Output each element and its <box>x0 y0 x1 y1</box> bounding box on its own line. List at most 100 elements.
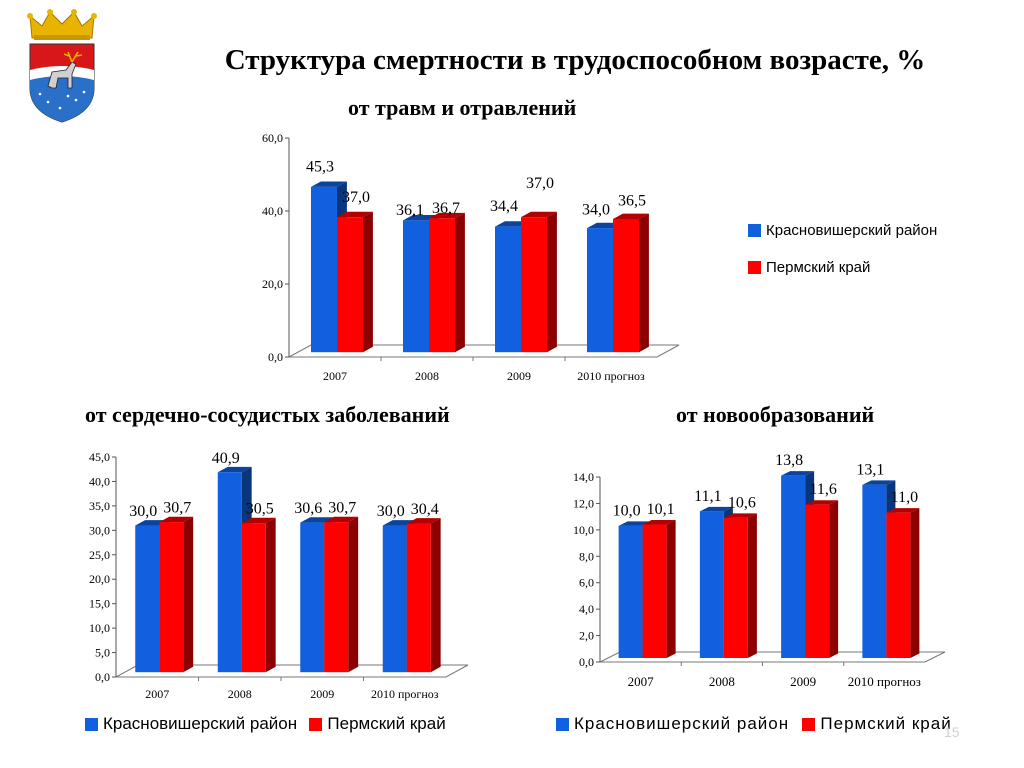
chart-2-y-tick-label: 15,0 <box>89 597 110 611</box>
chart-1-legend: Красновишерский район Пермский край <box>748 222 937 296</box>
chart-2-legend: Красновишерский район Пермский край <box>85 714 454 736</box>
chart-3-y-tick-label: 6,0 <box>579 576 594 590</box>
chart-2-data-label: 30,0 <box>129 503 157 520</box>
chart-3-title: от новообразований <box>676 402 875 427</box>
chart-2-data-label: 30,5 <box>246 501 274 518</box>
chart-3-x-tick-label: 2008 <box>709 674 735 689</box>
chart-1-title: от травм и отравлений <box>348 95 577 120</box>
chart-3-bar-red-1 <box>723 513 757 658</box>
chart-1-data-label: 34,4 <box>490 198 518 215</box>
chart-2-bar-red-1 <box>241 517 276 673</box>
chart-2-data-label: 30,7 <box>163 500 191 517</box>
chart-3-bar-red-3 <box>886 508 920 658</box>
chart-3-y-tick-label: 10,0 <box>573 523 594 537</box>
chart-2-data-label: 30,4 <box>411 501 439 518</box>
chart-3-data-label: 11,0 <box>891 489 918 506</box>
legend-item-red: Пермский край <box>309 714 446 734</box>
chart-2-y-tick-label: 5,0 <box>95 646 110 660</box>
chart-2-x-tick-label: 2008 <box>228 687 252 701</box>
chart-1-data-label: 34,0 <box>582 202 610 219</box>
chart-3-y-tick-label: 4,0 <box>579 602 594 616</box>
chart-1-data-label: 36,1 <box>396 202 424 219</box>
chart-3-data-label: 11,6 <box>809 481 836 498</box>
legend-label-red: Пермский край <box>766 259 871 276</box>
chart-3-y-tick-label: 2,0 <box>579 629 594 643</box>
chart-1-data-label: 36,7 <box>432 200 460 217</box>
legend-item-red: Пермский край <box>748 259 937 276</box>
chart-1-data-label: 36,5 <box>618 193 646 210</box>
legend-item-red: Пермский край <box>802 714 951 734</box>
chart-1-x-tick-label: 2007 <box>323 369 347 383</box>
page-number: 15 <box>944 724 960 740</box>
chart-2-data-label: 30,7 <box>328 500 356 517</box>
legend-swatch-blue <box>85 717 98 731</box>
chart-3-y-tick-label: 12,0 <box>573 496 594 510</box>
legend-label-blue: Красновишерский район <box>766 222 938 239</box>
chart-1-bar-red-2 <box>521 211 557 353</box>
chart-3-data-label: 13,1 <box>856 461 884 478</box>
chart-3-y-tick-label: 14,0 <box>573 470 594 484</box>
legend-item-blue: Красновишерский район <box>748 222 937 239</box>
chart-1-y-tick-label: 40,0 <box>262 204 283 218</box>
legend-swatch-red <box>309 717 323 731</box>
chart-2-y-tick-label: 45,0 <box>89 450 110 464</box>
chart-2-data-label: 30,6 <box>294 500 322 517</box>
legend-item-blue: Красновишерский район <box>85 714 297 734</box>
chart-2-x-tick-label: 2007 <box>145 687 169 701</box>
chart-2-floor <box>115 664 469 678</box>
chart-3-legend: Красновишерский район Пермский край <box>556 714 960 736</box>
legend-swatch-blue <box>556 717 569 731</box>
chart-3-data-label: 13,8 <box>775 452 803 469</box>
chart-3-x-tick-label: 2009 <box>790 674 816 689</box>
chart-1-x-tick-label: 2008 <box>415 369 439 383</box>
chart-1-floor <box>288 344 680 358</box>
chart-3-y-tick-label: 8,0 <box>579 549 594 563</box>
chart-2-y-tick-label: 30,0 <box>89 523 110 537</box>
legend-swatch-red <box>748 261 761 274</box>
chart-1-bar-red-3 <box>613 213 649 353</box>
chart-2-y-tick-label: 40,0 <box>89 474 110 488</box>
chart-3-x-tick-label: 2007 <box>628 674 655 689</box>
chart-2-y-tick-label: 10,0 <box>89 621 110 635</box>
chart-2-bar-red-2 <box>324 516 359 673</box>
legend-label-red: Пермский край <box>820 714 952 733</box>
chart-1-y-tick-label: 20,0 <box>262 277 283 291</box>
chart-3-floor <box>599 651 946 663</box>
chart-1-y-tick-label: 0,0 <box>268 350 283 364</box>
chart-2-y-tick-label: 0,0 <box>95 670 110 684</box>
chart-2-x-tick-label: 2009 <box>310 687 334 701</box>
chart-3-data-label: 10,6 <box>728 494 756 511</box>
chart-2-y-tick-label: 25,0 <box>89 548 110 562</box>
chart-2-y-tick-label: 35,0 <box>89 499 110 513</box>
chart-3-y-tick-label: 0,0 <box>579 655 594 669</box>
chart-1-data-label: 45,3 <box>306 158 334 175</box>
chart-1-x-tick-label: 2009 <box>507 369 531 383</box>
legend-label-blue: Красновишерский район <box>574 714 790 733</box>
chart-2-bar-red-3 <box>406 518 441 673</box>
chart-1-bar-red-0 <box>337 211 373 353</box>
legend-swatch-blue <box>748 224 761 237</box>
chart-3-data-label: 10,1 <box>647 501 675 518</box>
chart-2-title: от сердечно-сосудистых заболеваний <box>85 402 450 427</box>
chart-2-data-label: 30,0 <box>377 503 405 520</box>
chart-3-x-tick-label: 2010 прогноз <box>848 674 921 689</box>
chart-3-data-label: 10,0 <box>613 502 641 519</box>
chart-3-bar-red-0 <box>642 520 676 658</box>
chart-2-x-tick-label: 2010 прогноз <box>371 687 439 701</box>
chart-1-x-tick-label: 2010 прогноз <box>577 369 645 383</box>
chart-1-y-tick-label: 60,0 <box>262 131 283 145</box>
chart-3-bar-red-2 <box>805 500 839 658</box>
page-title: Структура смертности в трудоспособном во… <box>224 44 926 76</box>
legend-label-blue: Красновишерский район <box>103 714 298 733</box>
chart-2-data-label: 40,9 <box>212 450 240 467</box>
coat-of-arms-emblem <box>27 9 97 123</box>
legend-swatch-red <box>802 717 816 731</box>
chart-2-bar-red-0 <box>159 516 194 673</box>
chart-1-bar-red-1 <box>429 212 465 353</box>
chart-1-data-label: 37,0 <box>526 175 554 192</box>
legend-item-blue: Красновишерский район <box>556 714 789 734</box>
legend-label-red: Пермский край <box>327 714 446 733</box>
chart-3-data-label: 11,1 <box>694 488 721 505</box>
chart-1-data-label: 37,0 <box>342 189 370 206</box>
